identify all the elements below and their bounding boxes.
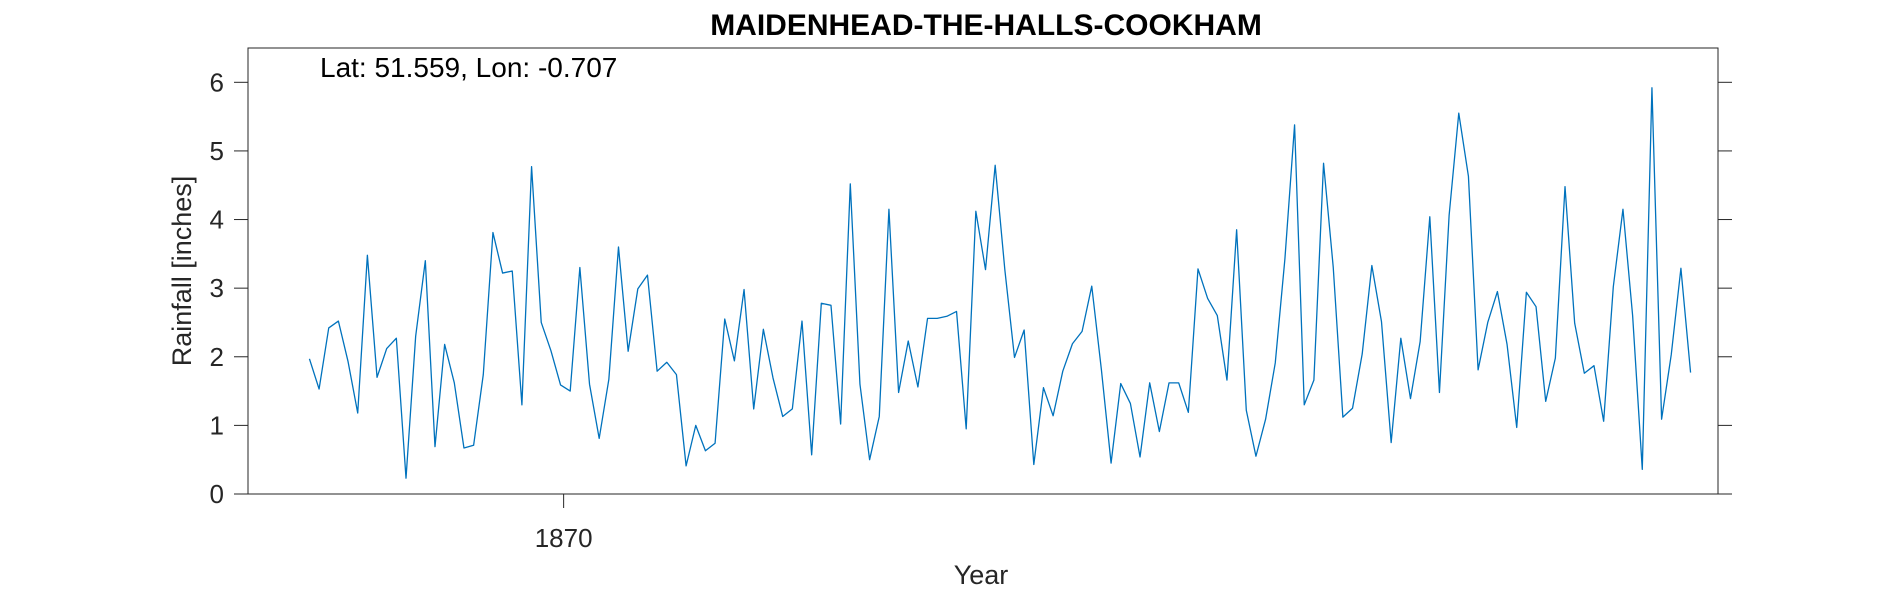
y-tick-label: 3 <box>210 273 224 303</box>
x-tick-label: 1870 <box>535 523 593 553</box>
y-axis: 0 1 2 3 4 5 6 <box>210 67 1732 509</box>
y-tick-label: 6 <box>210 67 224 97</box>
axes-box <box>247 47 1719 495</box>
y-tick-label: 2 <box>210 342 224 372</box>
series-line-0 <box>308 87 1692 479</box>
y-axis-label: Rainfall [inches] <box>167 176 197 367</box>
y-tick-label: 0 <box>210 479 224 509</box>
y-tick-label: 1 <box>210 410 224 440</box>
x-axis-label: Year <box>954 560 1009 590</box>
y-tick-label: 5 <box>210 136 224 166</box>
coordinates-annotation: Lat: 51.559, Lon: -0.707 <box>320 52 617 83</box>
series-group <box>308 87 1692 479</box>
x-axis: 1870 <box>535 494 593 553</box>
chart-title: MAIDENHEAD-THE-HALLS-COOKHAM <box>710 9 1262 42</box>
y-tick-label: 4 <box>210 205 224 235</box>
